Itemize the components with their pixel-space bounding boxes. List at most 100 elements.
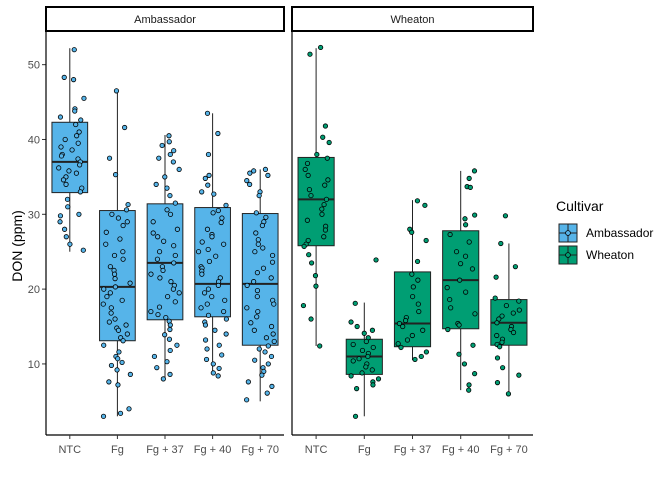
data-point	[365, 353, 371, 360]
facet-strip	[45, 6, 285, 32]
data-point	[300, 302, 307, 309]
data-point	[304, 160, 311, 167]
data-point	[157, 275, 163, 281]
data-point	[202, 175, 208, 181]
data-point	[73, 121, 79, 128]
data-point	[309, 260, 315, 266]
data-point	[212, 327, 218, 333]
data-point	[108, 310, 114, 316]
data-point	[160, 376, 166, 382]
data-point	[65, 204, 71, 210]
y-tick-label: 10	[28, 359, 40, 371]
data-point	[269, 383, 275, 389]
data-point	[150, 219, 156, 225]
data-point	[218, 219, 224, 226]
data-point	[269, 252, 276, 259]
data-point	[308, 316, 314, 322]
data-point	[265, 172, 271, 178]
data-point	[395, 341, 401, 347]
data-point	[211, 191, 217, 197]
data-point	[164, 207, 170, 213]
data-point	[306, 252, 312, 258]
data-point	[418, 353, 424, 360]
data-point	[74, 133, 80, 139]
data-point	[461, 361, 468, 367]
x-tick-label: Fg	[358, 444, 371, 456]
data-point	[63, 234, 69, 240]
legend-key-point	[565, 230, 571, 236]
data-point	[254, 270, 260, 276]
data-point	[156, 249, 163, 255]
data-point	[201, 290, 208, 296]
data-point	[254, 314, 260, 320]
data-point	[148, 308, 154, 315]
data-point	[167, 192, 173, 199]
data-point	[172, 299, 178, 305]
data-point	[308, 192, 314, 199]
data-point	[510, 329, 517, 336]
data-point	[70, 77, 77, 83]
data-point	[204, 301, 210, 307]
data-point	[260, 265, 267, 271]
x-tick-label: Fg + 40	[442, 444, 480, 456]
data-point	[116, 349, 122, 355]
data-point	[108, 362, 115, 369]
data-point	[255, 241, 261, 247]
data-point	[67, 241, 73, 247]
data-point	[466, 239, 472, 245]
data-point	[161, 238, 167, 244]
data-point	[119, 297, 125, 303]
data-point	[171, 243, 177, 249]
data-point	[314, 151, 320, 158]
data-point	[471, 168, 478, 174]
data-point	[77, 162, 83, 168]
data-point	[203, 356, 210, 363]
data-point	[462, 253, 469, 259]
data-point	[76, 129, 82, 135]
data-point	[154, 365, 160, 371]
x-tick-label: Fg	[111, 444, 124, 456]
data-point	[499, 339, 505, 345]
data-point	[359, 370, 365, 376]
data-point	[301, 243, 307, 250]
x-tick-label: Fg + 70	[490, 444, 528, 456]
data-point	[209, 293, 215, 300]
data-point	[204, 346, 210, 352]
data-point	[204, 226, 211, 232]
data-point	[469, 266, 476, 272]
data-point	[307, 51, 313, 57]
data-point	[499, 313, 505, 319]
data-point	[264, 390, 270, 396]
data-point	[120, 222, 126, 229]
data-point	[348, 373, 354, 379]
data-point	[503, 302, 510, 309]
data-point	[127, 280, 133, 286]
data-point	[162, 174, 168, 180]
data-point	[445, 326, 451, 333]
data-point	[420, 327, 426, 333]
data-point	[101, 342, 107, 348]
data-point	[512, 264, 519, 270]
data-point	[244, 305, 250, 311]
data-point	[120, 338, 126, 344]
data-point	[107, 264, 113, 270]
data-point	[103, 229, 109, 235]
data-point	[268, 353, 275, 360]
data-point	[80, 247, 86, 253]
data-point	[155, 311, 161, 318]
data-point	[252, 357, 258, 363]
data-point	[359, 347, 366, 354]
data-point	[269, 259, 276, 265]
data-point	[463, 222, 469, 228]
data-point	[164, 185, 170, 191]
data-point	[108, 305, 114, 311]
data-point	[492, 295, 498, 301]
data-point	[412, 356, 418, 363]
box	[297, 156, 335, 247]
facet-strip-label: Ambassador	[134, 14, 196, 26]
data-point	[123, 207, 130, 213]
data-point	[155, 234, 161, 240]
data-point	[119, 359, 125, 366]
data-point	[369, 367, 375, 373]
data-point	[60, 177, 67, 183]
